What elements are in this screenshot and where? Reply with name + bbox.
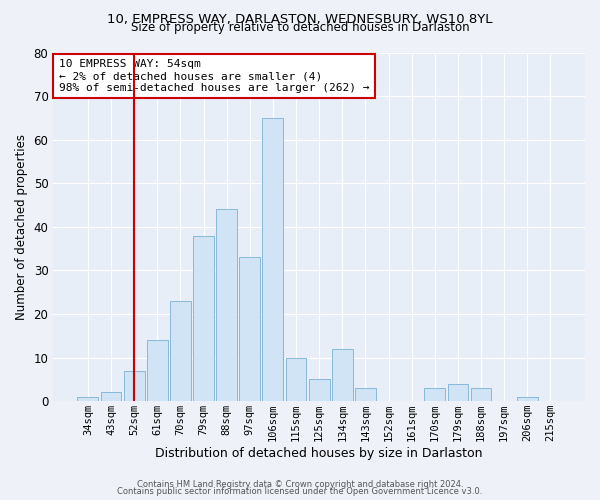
Bar — [193, 236, 214, 401]
Bar — [262, 118, 283, 401]
Text: 10 EMPRESS WAY: 54sqm
← 2% of detached houses are smaller (4)
98% of semi-detach: 10 EMPRESS WAY: 54sqm ← 2% of detached h… — [59, 60, 369, 92]
Bar — [448, 384, 469, 401]
Bar — [517, 397, 538, 401]
Text: Contains HM Land Registry data © Crown copyright and database right 2024.: Contains HM Land Registry data © Crown c… — [137, 480, 463, 489]
Bar — [147, 340, 167, 401]
Bar — [170, 301, 191, 401]
Y-axis label: Number of detached properties: Number of detached properties — [15, 134, 28, 320]
Bar — [286, 358, 307, 401]
Bar — [309, 380, 329, 401]
Text: Contains public sector information licensed under the Open Government Licence v3: Contains public sector information licen… — [118, 487, 482, 496]
Bar — [239, 258, 260, 401]
Bar — [332, 349, 353, 401]
Bar — [355, 388, 376, 401]
Bar — [124, 370, 145, 401]
Bar — [101, 392, 121, 401]
Text: 10, EMPRESS WAY, DARLASTON, WEDNESBURY, WS10 8YL: 10, EMPRESS WAY, DARLASTON, WEDNESBURY, … — [107, 12, 493, 26]
Bar — [216, 210, 237, 401]
X-axis label: Distribution of detached houses by size in Darlaston: Distribution of detached houses by size … — [155, 447, 483, 460]
Bar — [424, 388, 445, 401]
Text: Size of property relative to detached houses in Darlaston: Size of property relative to detached ho… — [131, 21, 469, 34]
Bar — [77, 397, 98, 401]
Bar — [470, 388, 491, 401]
